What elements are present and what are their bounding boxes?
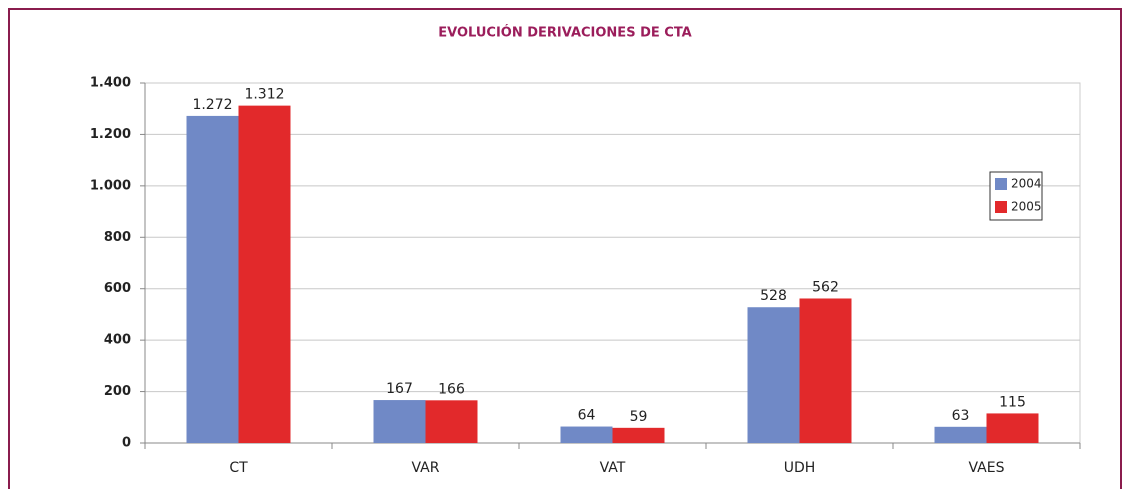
bar	[238, 105, 291, 443]
bar	[612, 427, 665, 443]
y-tick-label: 1.400	[90, 76, 131, 91]
value-label: 167	[386, 381, 413, 397]
legend-swatch	[995, 201, 1007, 213]
value-label: 63	[952, 408, 970, 424]
y-tick-label: 400	[104, 333, 131, 348]
chart-title: EVOLUCIÓN DERIVACIONES DE CTA	[438, 25, 691, 41]
value-label: 562	[812, 279, 839, 295]
value-label: 64	[578, 408, 596, 424]
value-label: 59	[630, 409, 648, 425]
frame	[8, 8, 1122, 489]
bar	[986, 413, 1039, 443]
x-tick-label: CT	[229, 460, 248, 476]
y-tick-label: 1.000	[90, 178, 131, 193]
legend-label: 2005	[1011, 200, 1042, 214]
value-label: 166	[438, 381, 465, 397]
x-tick-label: VAES	[969, 460, 1005, 476]
value-label: 1.312	[244, 87, 284, 103]
legend-swatch	[995, 178, 1007, 190]
y-tick-label: 800	[104, 230, 131, 245]
x-tick-label: VAR	[412, 460, 440, 476]
legend-label: 2004	[1011, 177, 1042, 191]
y-tick-label: 600	[104, 281, 131, 296]
y-tick-label: 200	[104, 384, 131, 399]
y-tick-label: 1.200	[90, 127, 131, 142]
value-label: 528	[760, 288, 787, 304]
bar	[747, 307, 800, 443]
x-tick-label: UDH	[784, 460, 816, 476]
x-tick-label: VAT	[600, 460, 626, 476]
bar	[560, 426, 613, 443]
y-tick-label: 0	[122, 436, 131, 451]
bar	[186, 115, 239, 444]
bar	[425, 400, 478, 443]
bar	[799, 298, 852, 443]
bar	[373, 400, 426, 443]
value-label: 1.272	[192, 97, 232, 113]
value-label: 115	[999, 394, 1026, 410]
bar	[934, 426, 987, 443]
